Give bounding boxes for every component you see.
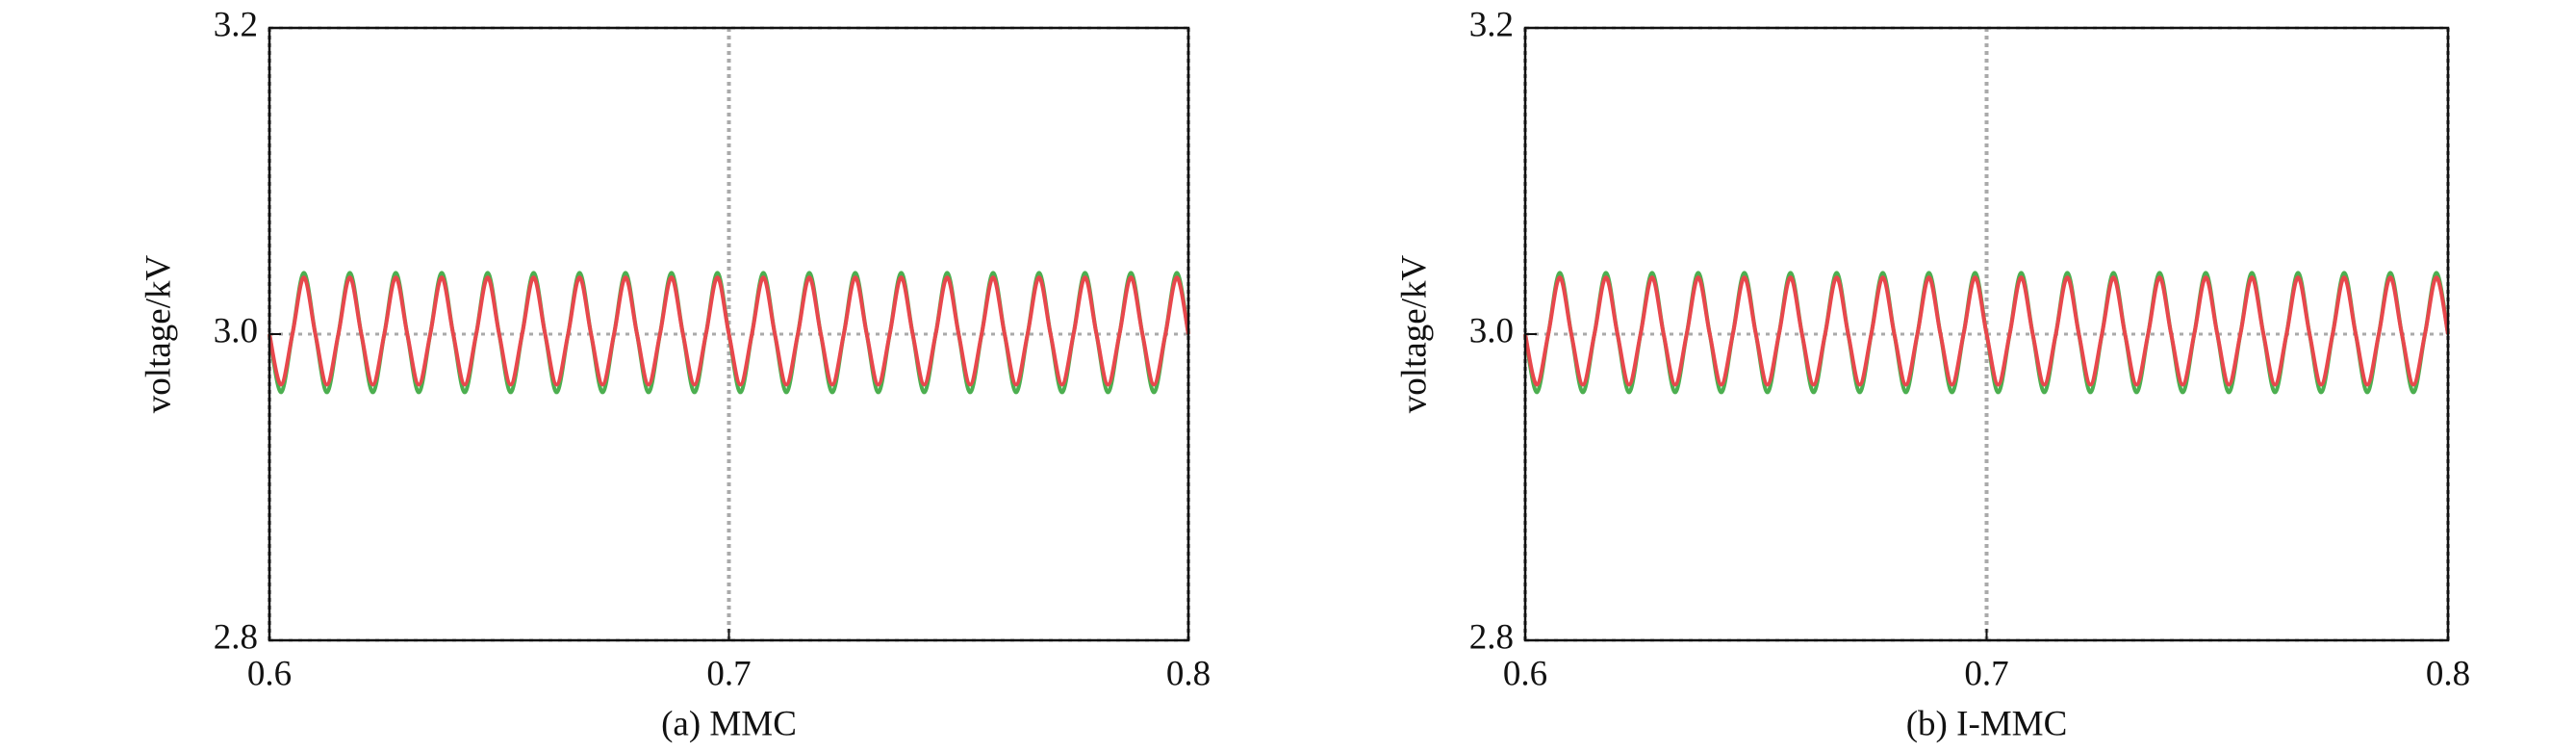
x-tick-label: 0.7 [706, 654, 751, 693]
y-axis-label: voltage/kV [139, 255, 178, 414]
caption: (b) I-MMC [1906, 704, 2068, 743]
x-tick-label: 0.6 [247, 654, 292, 693]
y-tick-label: 3.0 [214, 311, 258, 350]
y-tick-label: 3.0 [1469, 311, 1514, 350]
x-tick-label: 0.8 [1166, 654, 1211, 693]
caption: (a) MMC [661, 704, 797, 743]
y-axis-label: voltage/kV [1394, 255, 1434, 414]
y-tick-label: 3.2 [214, 5, 258, 44]
x-tick-label: 0.6 [1503, 654, 1547, 693]
series-line [268, 275, 1190, 387]
y-tick-label: 2.8 [214, 617, 258, 657]
series-line [1523, 275, 2450, 387]
x-tick-label: 0.7 [1964, 654, 2008, 693]
y-tick-label: 3.2 [1469, 5, 1514, 44]
y-tick-label: 2.8 [1469, 617, 1514, 657]
x-tick-label: 0.8 [2426, 654, 2470, 693]
